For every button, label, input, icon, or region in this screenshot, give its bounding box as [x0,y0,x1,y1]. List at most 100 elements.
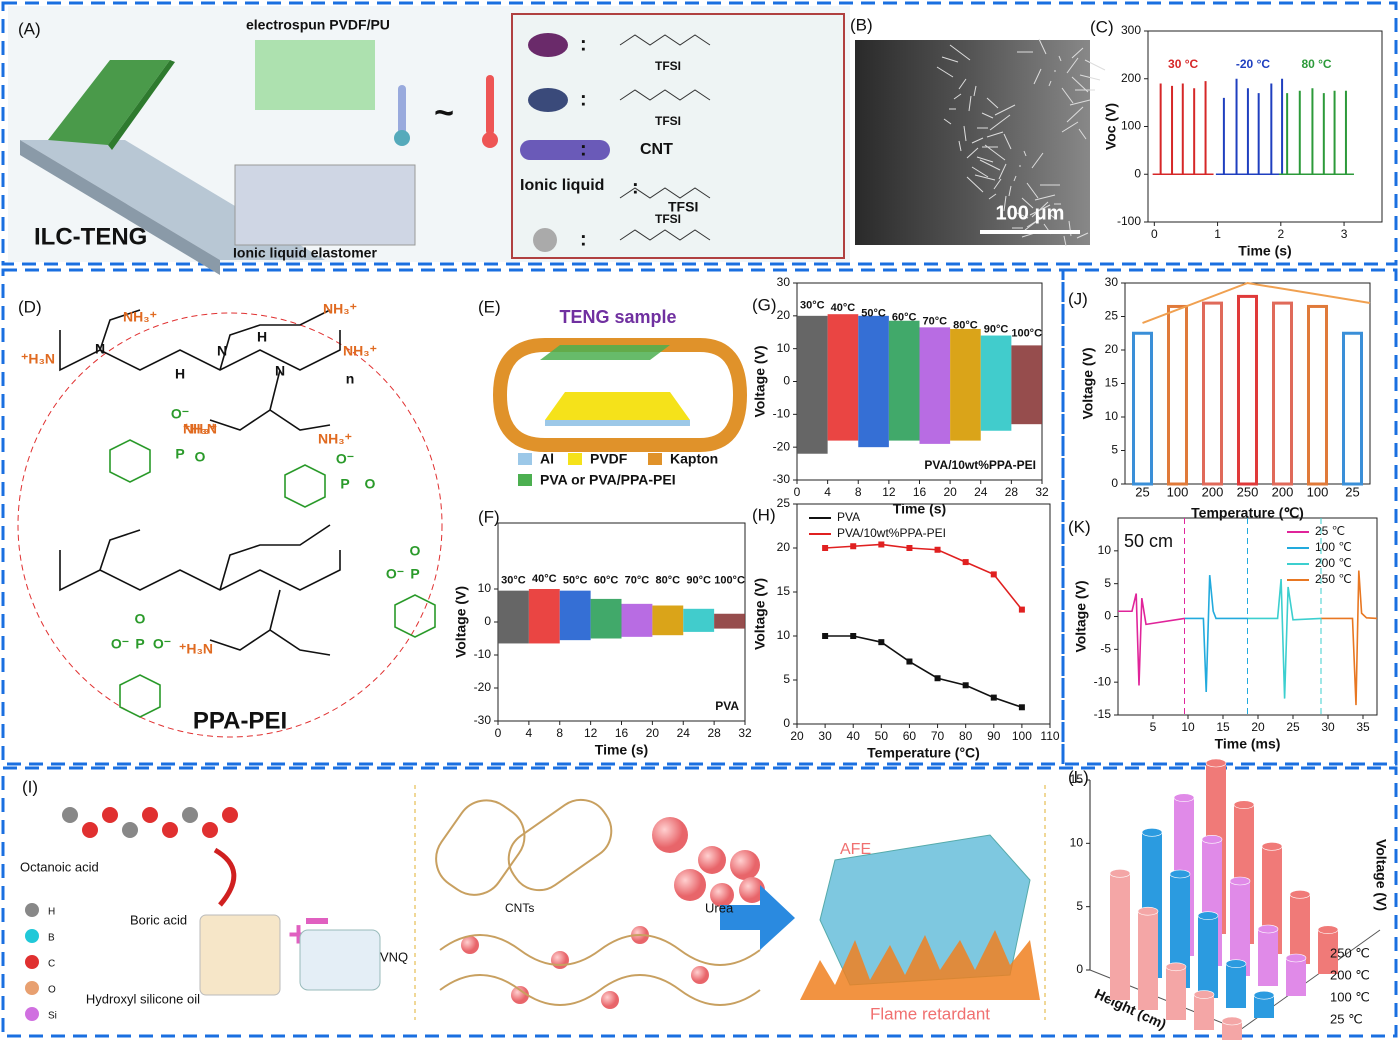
x-tick-label: 30 [818,729,832,743]
y-tick-label: 25 [777,496,791,510]
legend-label: PVA or PVA/PPA-PEI [540,472,676,488]
x-tick-label: 12 [584,726,598,740]
chem-label: ⁺H₃N [179,641,213,657]
marker [1018,704,1025,711]
legend-swatch [518,453,532,465]
atom [62,807,78,823]
y-axis-label: Voltage (V) [752,345,768,417]
legend-label: PVDF [590,451,628,467]
fiber [1078,128,1087,140]
category-label: 30°C [501,575,526,587]
y-tick-label: 0 [1076,962,1083,976]
fiber [988,193,997,200]
chem-label: P [410,566,419,582]
chain [439,934,761,966]
fiber [1021,197,1034,209]
bar [1222,1021,1242,1040]
chem-label: N [275,363,285,379]
urea-ball [739,877,765,903]
urea-ball [511,986,529,1004]
marker [822,633,829,639]
bar-cap [1165,962,1187,972]
urea-ball [652,817,688,853]
block-side [20,140,220,275]
urea-ball [698,846,726,874]
fiber [1003,133,1012,150]
fiber [974,174,996,181]
y-tick-label: 25 [1105,309,1119,323]
category-label: 70°C [923,316,948,328]
bar-cap [1193,990,1215,999]
signal-band [590,598,622,639]
x-tick-label: 20 [646,726,660,740]
x-tick-label: 28 [1005,485,1019,499]
chem-label: ⁺H₃N [183,421,217,437]
series-label: 25 ℃ [1330,1011,1363,1026]
sample-title: TENG sample [559,307,676,327]
anion-label: TFSI [655,212,681,226]
x-tick-label: 4 [526,726,533,740]
chem-label: O [135,611,146,627]
beaker [199,914,281,996]
element-label: H [48,907,55,918]
signal-band [652,605,684,636]
panel-label: (D) [18,297,42,316]
fiber [973,85,977,97]
ring [394,594,436,638]
fiber-label: electrospun PVDF/PU [246,17,390,33]
y-tick-label: 5 [783,672,790,686]
bar [1110,873,1130,1000]
y-axis-label: Voltage (V) [1080,347,1096,419]
chem-label: O⁻ [153,636,171,652]
fiber [1013,175,1017,182]
legend-label: PVA [837,510,860,524]
atom [162,822,178,838]
fiber [984,144,1006,161]
atom [25,955,39,969]
y-tick-label: 5 [1104,576,1111,590]
y-tick-label: 10 [478,581,492,595]
chem-label: N [217,343,227,359]
legend-swatch [648,453,662,465]
panel-label: (F) [478,507,500,526]
fiber [1058,55,1062,62]
y-tick-label: 30 [1105,275,1119,289]
signal-band [888,320,920,441]
legend-label: Kapton [670,451,718,467]
legend-label: 250 ℃ [1315,572,1352,586]
chem-label: NH₃⁺ [323,301,357,317]
signal-band [528,589,560,644]
fiber [1003,195,1007,212]
panel-label: (G) [752,295,777,314]
y-tick-label: 20 [1105,342,1119,356]
signal-band [980,335,1012,431]
bar [1167,304,1188,486]
film-edge [108,60,175,150]
urea-ball [710,883,734,907]
structure [619,187,711,199]
panel-label: (K) [1068,517,1091,536]
x-tick-label: 90 [987,729,1001,743]
plus-mark [306,918,328,924]
signal-band [1011,345,1042,425]
x-tick-label: 25 [1135,484,1149,499]
bar-cap [1261,842,1283,851]
atom [25,1007,39,1021]
fiber [986,97,999,109]
structure [619,89,711,101]
legend-label: Al [540,451,554,467]
panel-label: (J) [1068,289,1088,308]
y-tick-label: 10 [1098,543,1112,557]
x-tick-label: 3 [1341,227,1348,241]
bar-cap [1225,959,1247,968]
y-tick-label: 20 [777,308,791,322]
x-axis-label: Time (s) [1238,243,1291,259]
ion-icon [528,88,568,112]
chem-label: NH₃⁺ [318,431,352,447]
structure [619,229,711,241]
y-tick-label: -5 [1100,642,1111,656]
marker [990,694,997,701]
category-label: 40°C [831,302,856,314]
fiber [966,176,984,193]
bar-cap [1137,906,1159,916]
